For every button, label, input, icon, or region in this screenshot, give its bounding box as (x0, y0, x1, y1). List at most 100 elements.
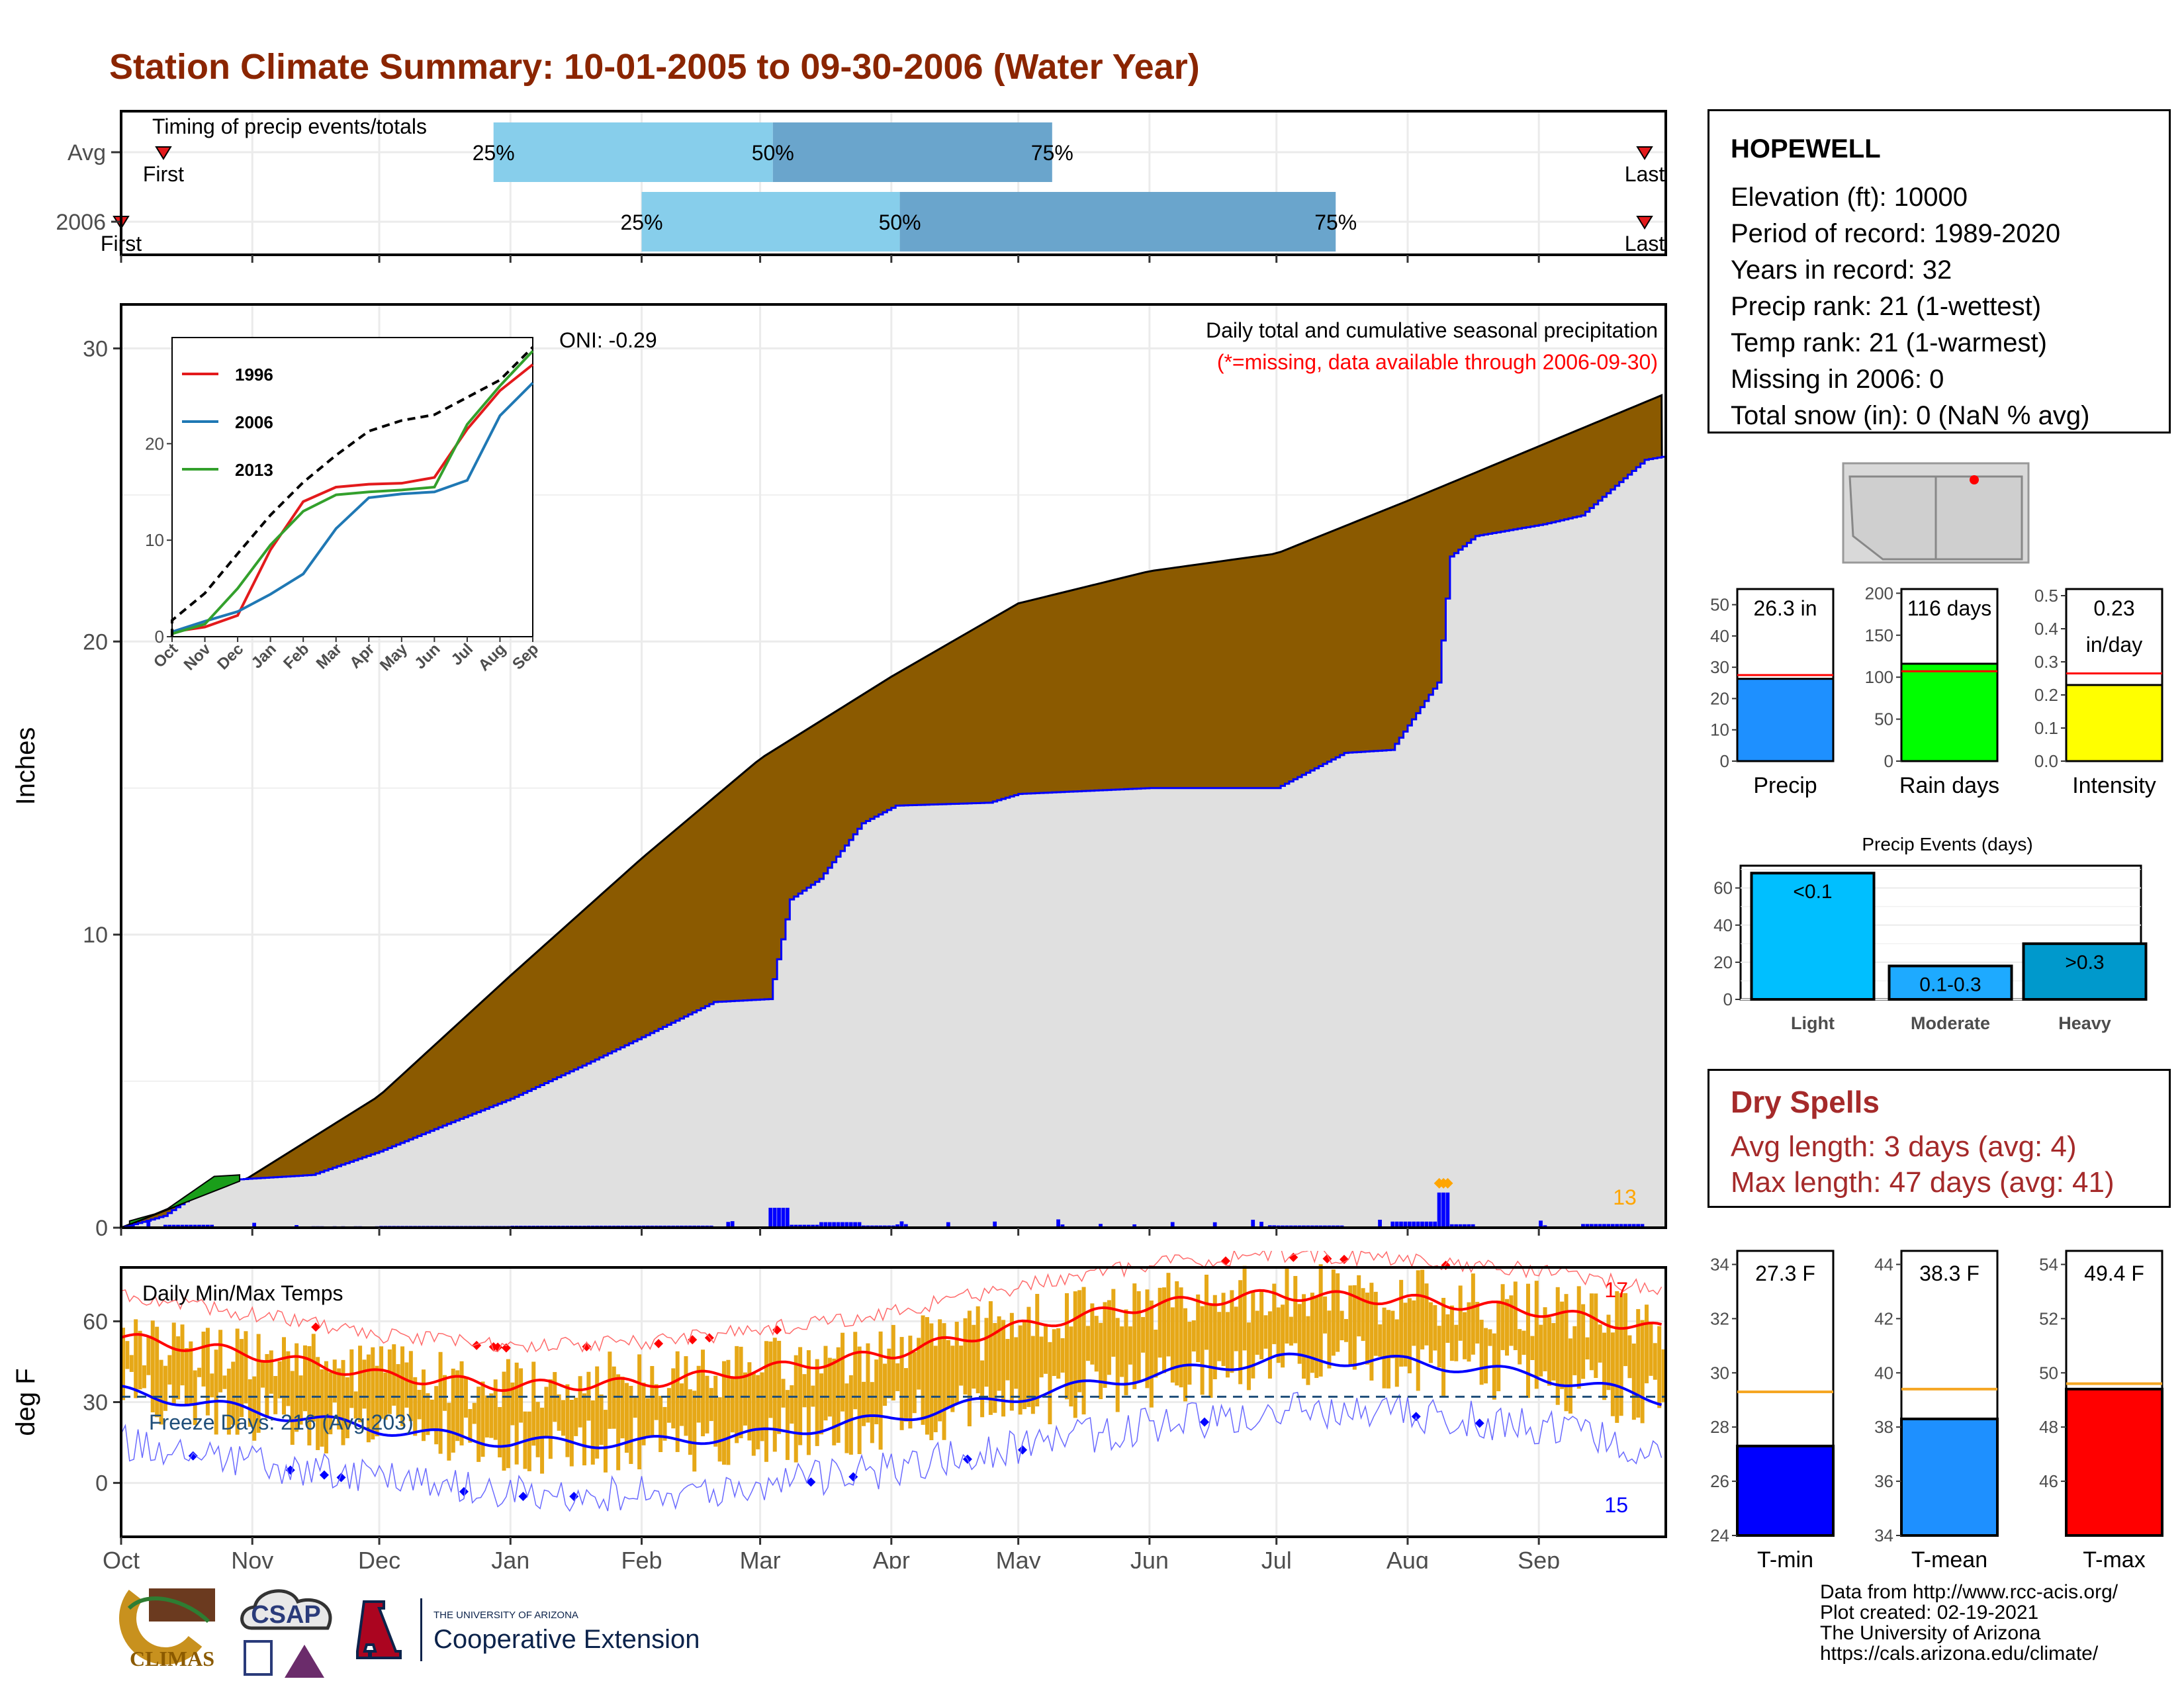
daily-temp-bar (603, 1410, 608, 1473)
climas-text: CLIMAS (130, 1647, 214, 1670)
daily-precip-bar (815, 1224, 819, 1228)
daily-temp-bar (1141, 1316, 1146, 1353)
station-name: HOPEWELL (1731, 134, 1881, 163)
daily-temp-bar (1525, 1283, 1530, 1398)
daily-temp-bar (1378, 1324, 1383, 1357)
record-low-marker (1018, 1445, 1028, 1455)
daily-temp-bar (138, 1330, 142, 1390)
daily-temp-bar (1560, 1301, 1565, 1389)
daily-temp-bar (1187, 1322, 1192, 1385)
daily-temp-bar (358, 1346, 363, 1423)
temp-y-tick-label: 30 (83, 1391, 108, 1416)
daily-temp-bar (463, 1377, 468, 1418)
daily-temp-bar (1623, 1293, 1628, 1367)
daily-temp-bar (400, 1346, 405, 1426)
daily-precip-bar (167, 1224, 172, 1228)
month-label: Sep (1518, 1547, 1560, 1569)
daily-temp-bar (726, 1359, 731, 1465)
daily-precip-bar (180, 1224, 185, 1228)
daily-temp-bar (489, 1393, 494, 1438)
daily-temp-bar (967, 1310, 972, 1427)
daily-temp-bar (396, 1364, 400, 1417)
daily-temp-bar (451, 1368, 455, 1453)
daily-temp-bar (438, 1351, 443, 1454)
record-low-marker (569, 1491, 579, 1501)
mini-bar-panel: 0.0 0.1 0.2 0.3 0.4 0.5 0.23 in/day Intensity (2034, 586, 2163, 798)
temp-bar-y-tick-label: 38 (1874, 1417, 1893, 1437)
daily-temp-bar (1564, 1294, 1569, 1412)
mini-bar-y-tick-label: 0 (1884, 751, 1893, 771)
daily-temp-bar (823, 1346, 828, 1421)
events-bar (1750, 872, 1876, 1001)
daily-temp-bar (261, 1361, 265, 1388)
record-low-marker (806, 1477, 816, 1487)
daily-temp-bar (1534, 1281, 1539, 1389)
temp-bar-x-label: T-mean (1911, 1547, 1987, 1573)
daily-temp-bar (1555, 1287, 1560, 1405)
month-label: Jul (1261, 1547, 1292, 1569)
daily-temp-bar (1428, 1302, 1433, 1363)
daily-temp-bar (887, 1348, 891, 1398)
credits: Data from http://www.rcc-acis.org/ Plot … (1820, 1582, 2118, 1664)
daily-precip-bar (1467, 1224, 1471, 1228)
temp-bar-y-tick-label: 34 (1874, 1526, 1893, 1545)
record-high-count: 17 (1604, 1278, 1628, 1302)
daily-precip-bar (1390, 1221, 1395, 1228)
precip-y-tick-label: 0 (95, 1216, 108, 1241)
daily-temp-bar (1390, 1310, 1395, 1359)
daily-temp-bar (1653, 1343, 1657, 1380)
daily-precip-bar (1598, 1224, 1602, 1228)
daily-temp-bar (1530, 1336, 1535, 1361)
daily-temp-bar (1111, 1289, 1116, 1357)
daily-temp-bar (912, 1351, 917, 1414)
daily-temp-bar (1154, 1330, 1158, 1378)
daily-temp-bar (1602, 1332, 1607, 1400)
daily-temp-bar (1551, 1323, 1556, 1381)
daily-temp-bar (527, 1411, 531, 1471)
daily-temp-bar (1267, 1311, 1272, 1379)
record-high-marker (311, 1322, 321, 1332)
daily-temp-bar (150, 1320, 155, 1412)
daily-temp-bar (659, 1396, 663, 1453)
daily-precip-bar (1627, 1224, 1632, 1228)
temp-bar-y-tick-label: 32 (1710, 1308, 1729, 1328)
record-low-marker (1199, 1417, 1209, 1427)
daily-temp-bar (1204, 1274, 1208, 1350)
logo-strip: CLIMAS CSAP THE UNIVERSITY OF ARIZONA Co… (109, 1582, 745, 1688)
daily-precip-bar (811, 1224, 815, 1228)
mini-bar-y-tick-label: 50 (1874, 709, 1893, 729)
daily-temp-bar (1407, 1298, 1412, 1373)
daily-temp-bar (311, 1334, 316, 1422)
daily-precip-bar (1445, 1192, 1450, 1228)
daily-temp-bar (1001, 1320, 1006, 1417)
temp-bar-y-tick-label: 50 (2039, 1363, 2058, 1383)
daily-temp-bar (1581, 1304, 1586, 1379)
daily-precip-bar (1437, 1192, 1441, 1228)
info-temp-rank: Temp rank: 21 (1-warmest) (1731, 328, 2047, 357)
inset-y-tick-label: 10 (145, 530, 164, 550)
daily-temp-bar (1441, 1297, 1446, 1397)
daily-temp-bar (468, 1408, 473, 1443)
last-event-marker (1636, 146, 1653, 160)
daily-temp-bar (1124, 1309, 1128, 1396)
daily-precip-bar (163, 1224, 167, 1228)
credit-created: Plot created: 02-19-2021 (1820, 1602, 2039, 1623)
daily-temp-bar (498, 1406, 502, 1457)
daily-temp-bar (1026, 1306, 1031, 1407)
daily-temp-bar (701, 1349, 705, 1437)
daily-temp-bar (747, 1362, 752, 1441)
daily-temp-bar (379, 1346, 384, 1419)
inset-y-tick-label: 0 (155, 627, 164, 647)
daily-temp-bar (1221, 1293, 1226, 1366)
station-location-dot (1970, 475, 1979, 484)
info-elevation: Elevation (ft): 10000 (1731, 183, 1968, 212)
daily-temp-bar (1361, 1288, 1365, 1342)
daily-temp-bar (895, 1363, 900, 1391)
daily-temp-bar (240, 1339, 244, 1418)
daily-precip-bar (1619, 1224, 1623, 1228)
daily-temp-bar (760, 1372, 764, 1441)
daily-temp-bar (688, 1389, 692, 1455)
daily-temp-bar (1242, 1265, 1247, 1351)
